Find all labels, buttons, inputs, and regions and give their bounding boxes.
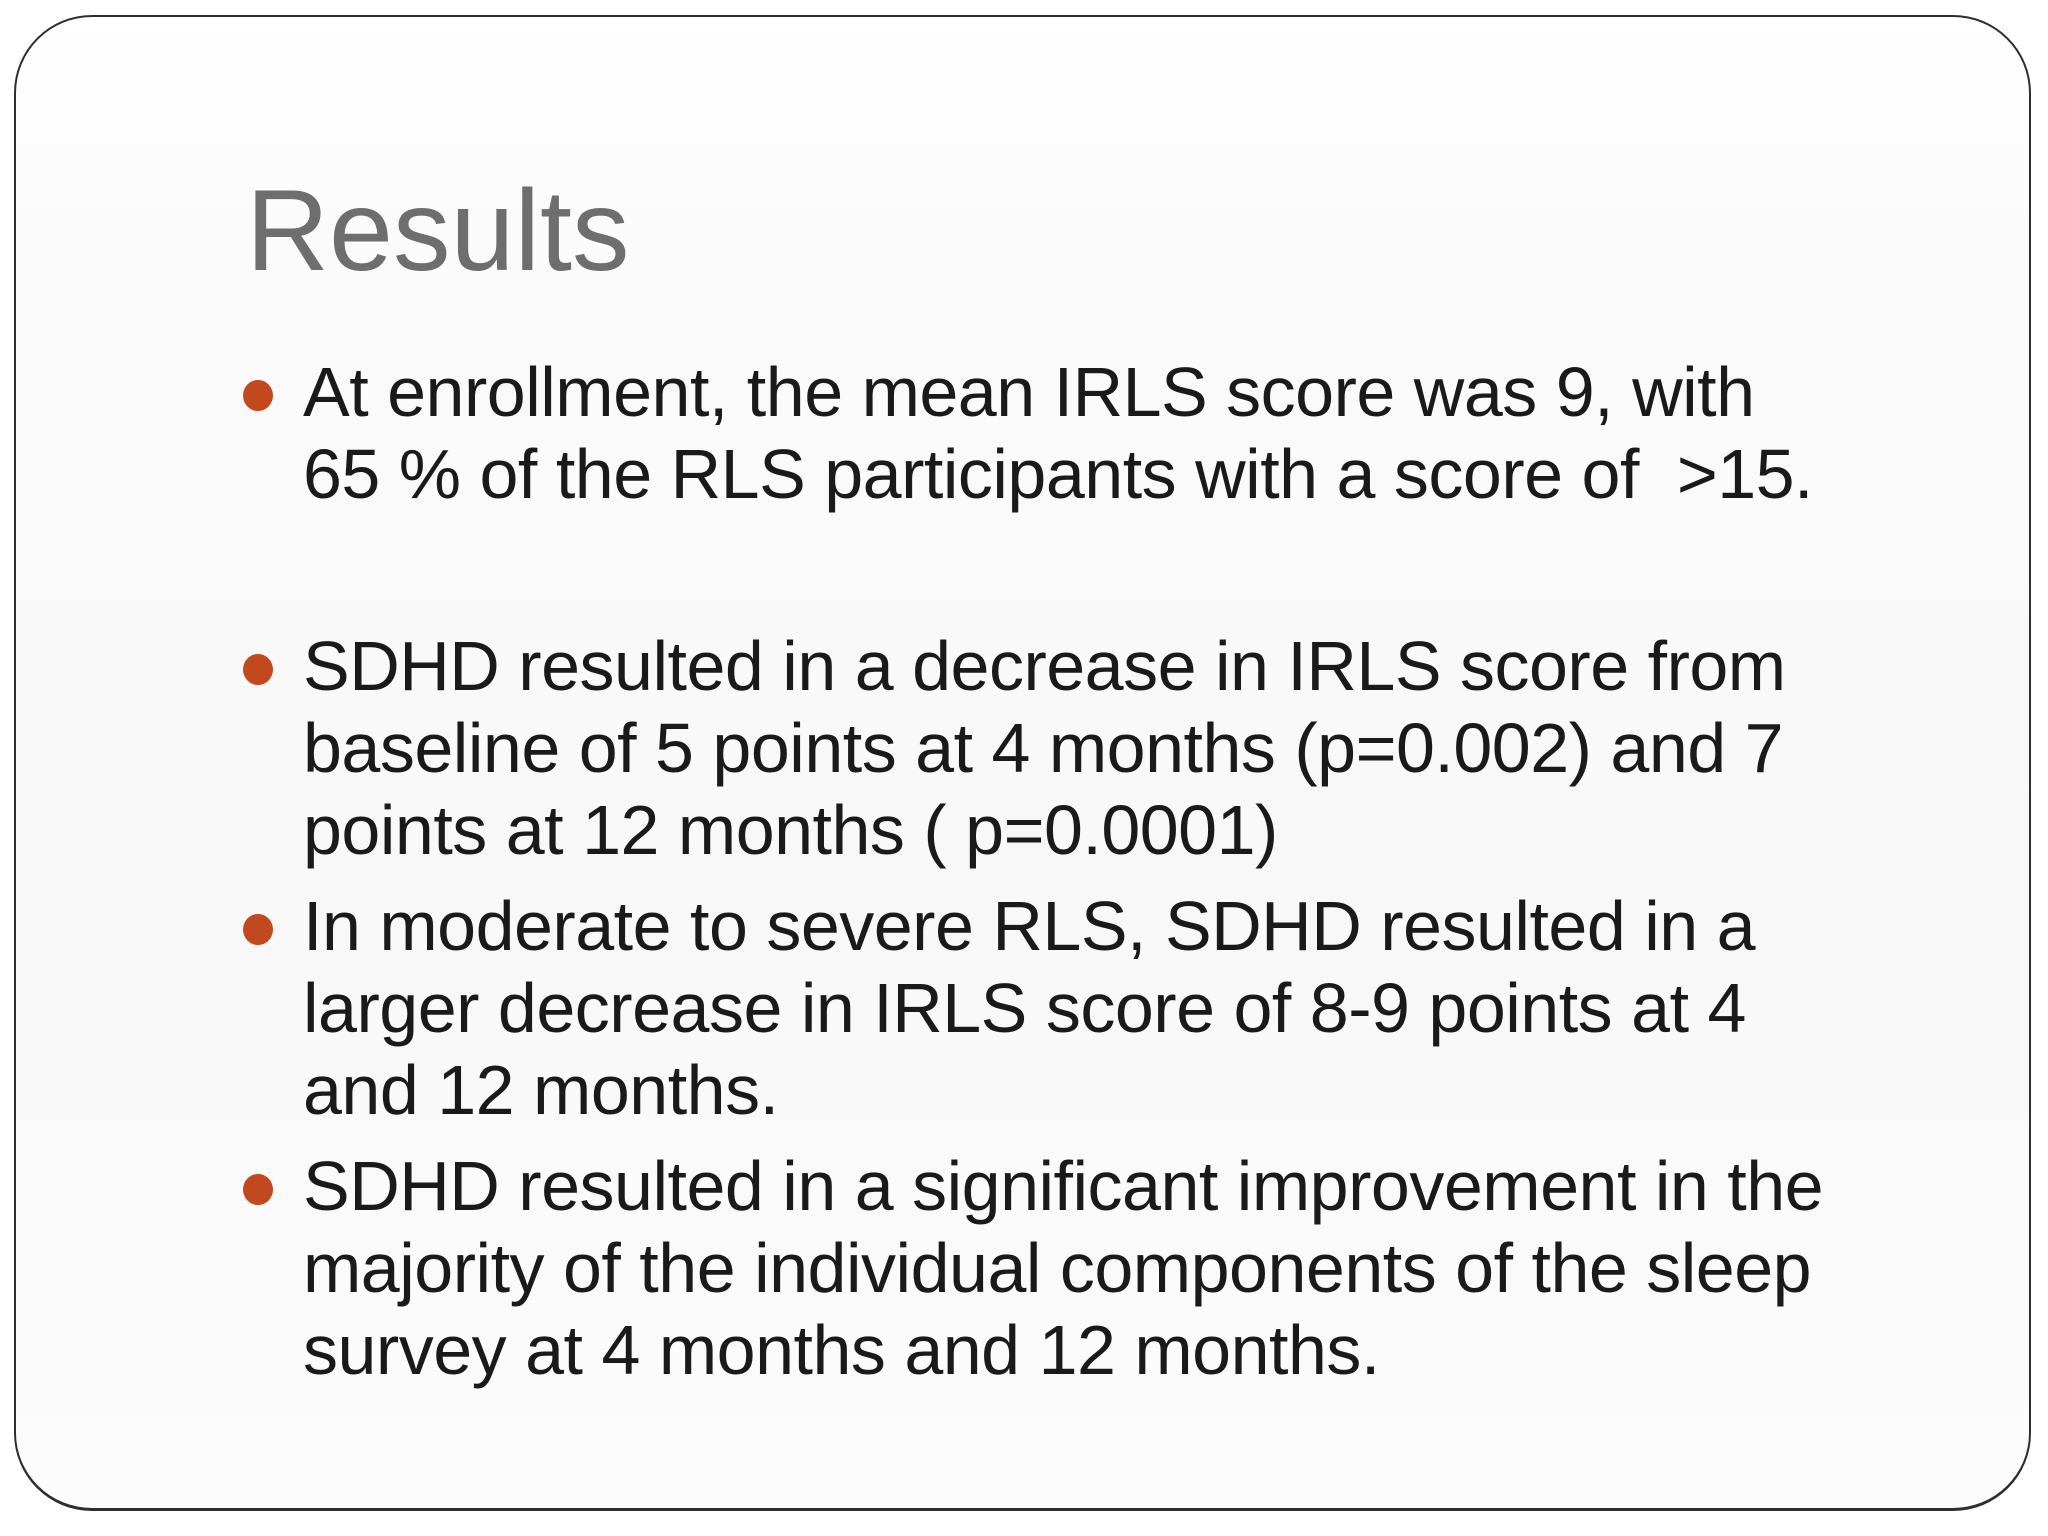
bullet-list: At enrollment, the mean IRLS score was 9…: [243, 351, 1893, 1405]
bullet-text-sleep-survey: SDHD resulted in a significant improveme…: [303, 1147, 1824, 1389]
list-item: In moderate to severe RLS, SDHD resulted…: [243, 885, 1893, 1131]
list-item: SDHD resulted in a significant improveme…: [243, 1145, 1893, 1391]
bullet-icon: [243, 1145, 303, 1227]
slide-frame: Results At enrollment, the mean IRLS sco…: [14, 15, 2031, 1511]
bullet-icon: [243, 625, 303, 707]
list-item: SDHD resulted in a decrease in IRLS scor…: [243, 625, 1893, 871]
bullet-icon: [243, 885, 303, 967]
list-item: At enrollment, the mean IRLS score was 9…: [243, 351, 1893, 515]
page-title: Results: [246, 167, 630, 295]
bullet-text-sdhd-decrease: SDHD resulted in a decrease in IRLS scor…: [303, 627, 1786, 869]
bullet-text-moderate-severe: In moderate to severe RLS, SDHD resulted…: [303, 887, 1756, 1129]
bullet-text-enrollment-irls: At enrollment, the mean IRLS score was 9…: [303, 353, 1814, 513]
bullet-icon: [243, 351, 303, 433]
